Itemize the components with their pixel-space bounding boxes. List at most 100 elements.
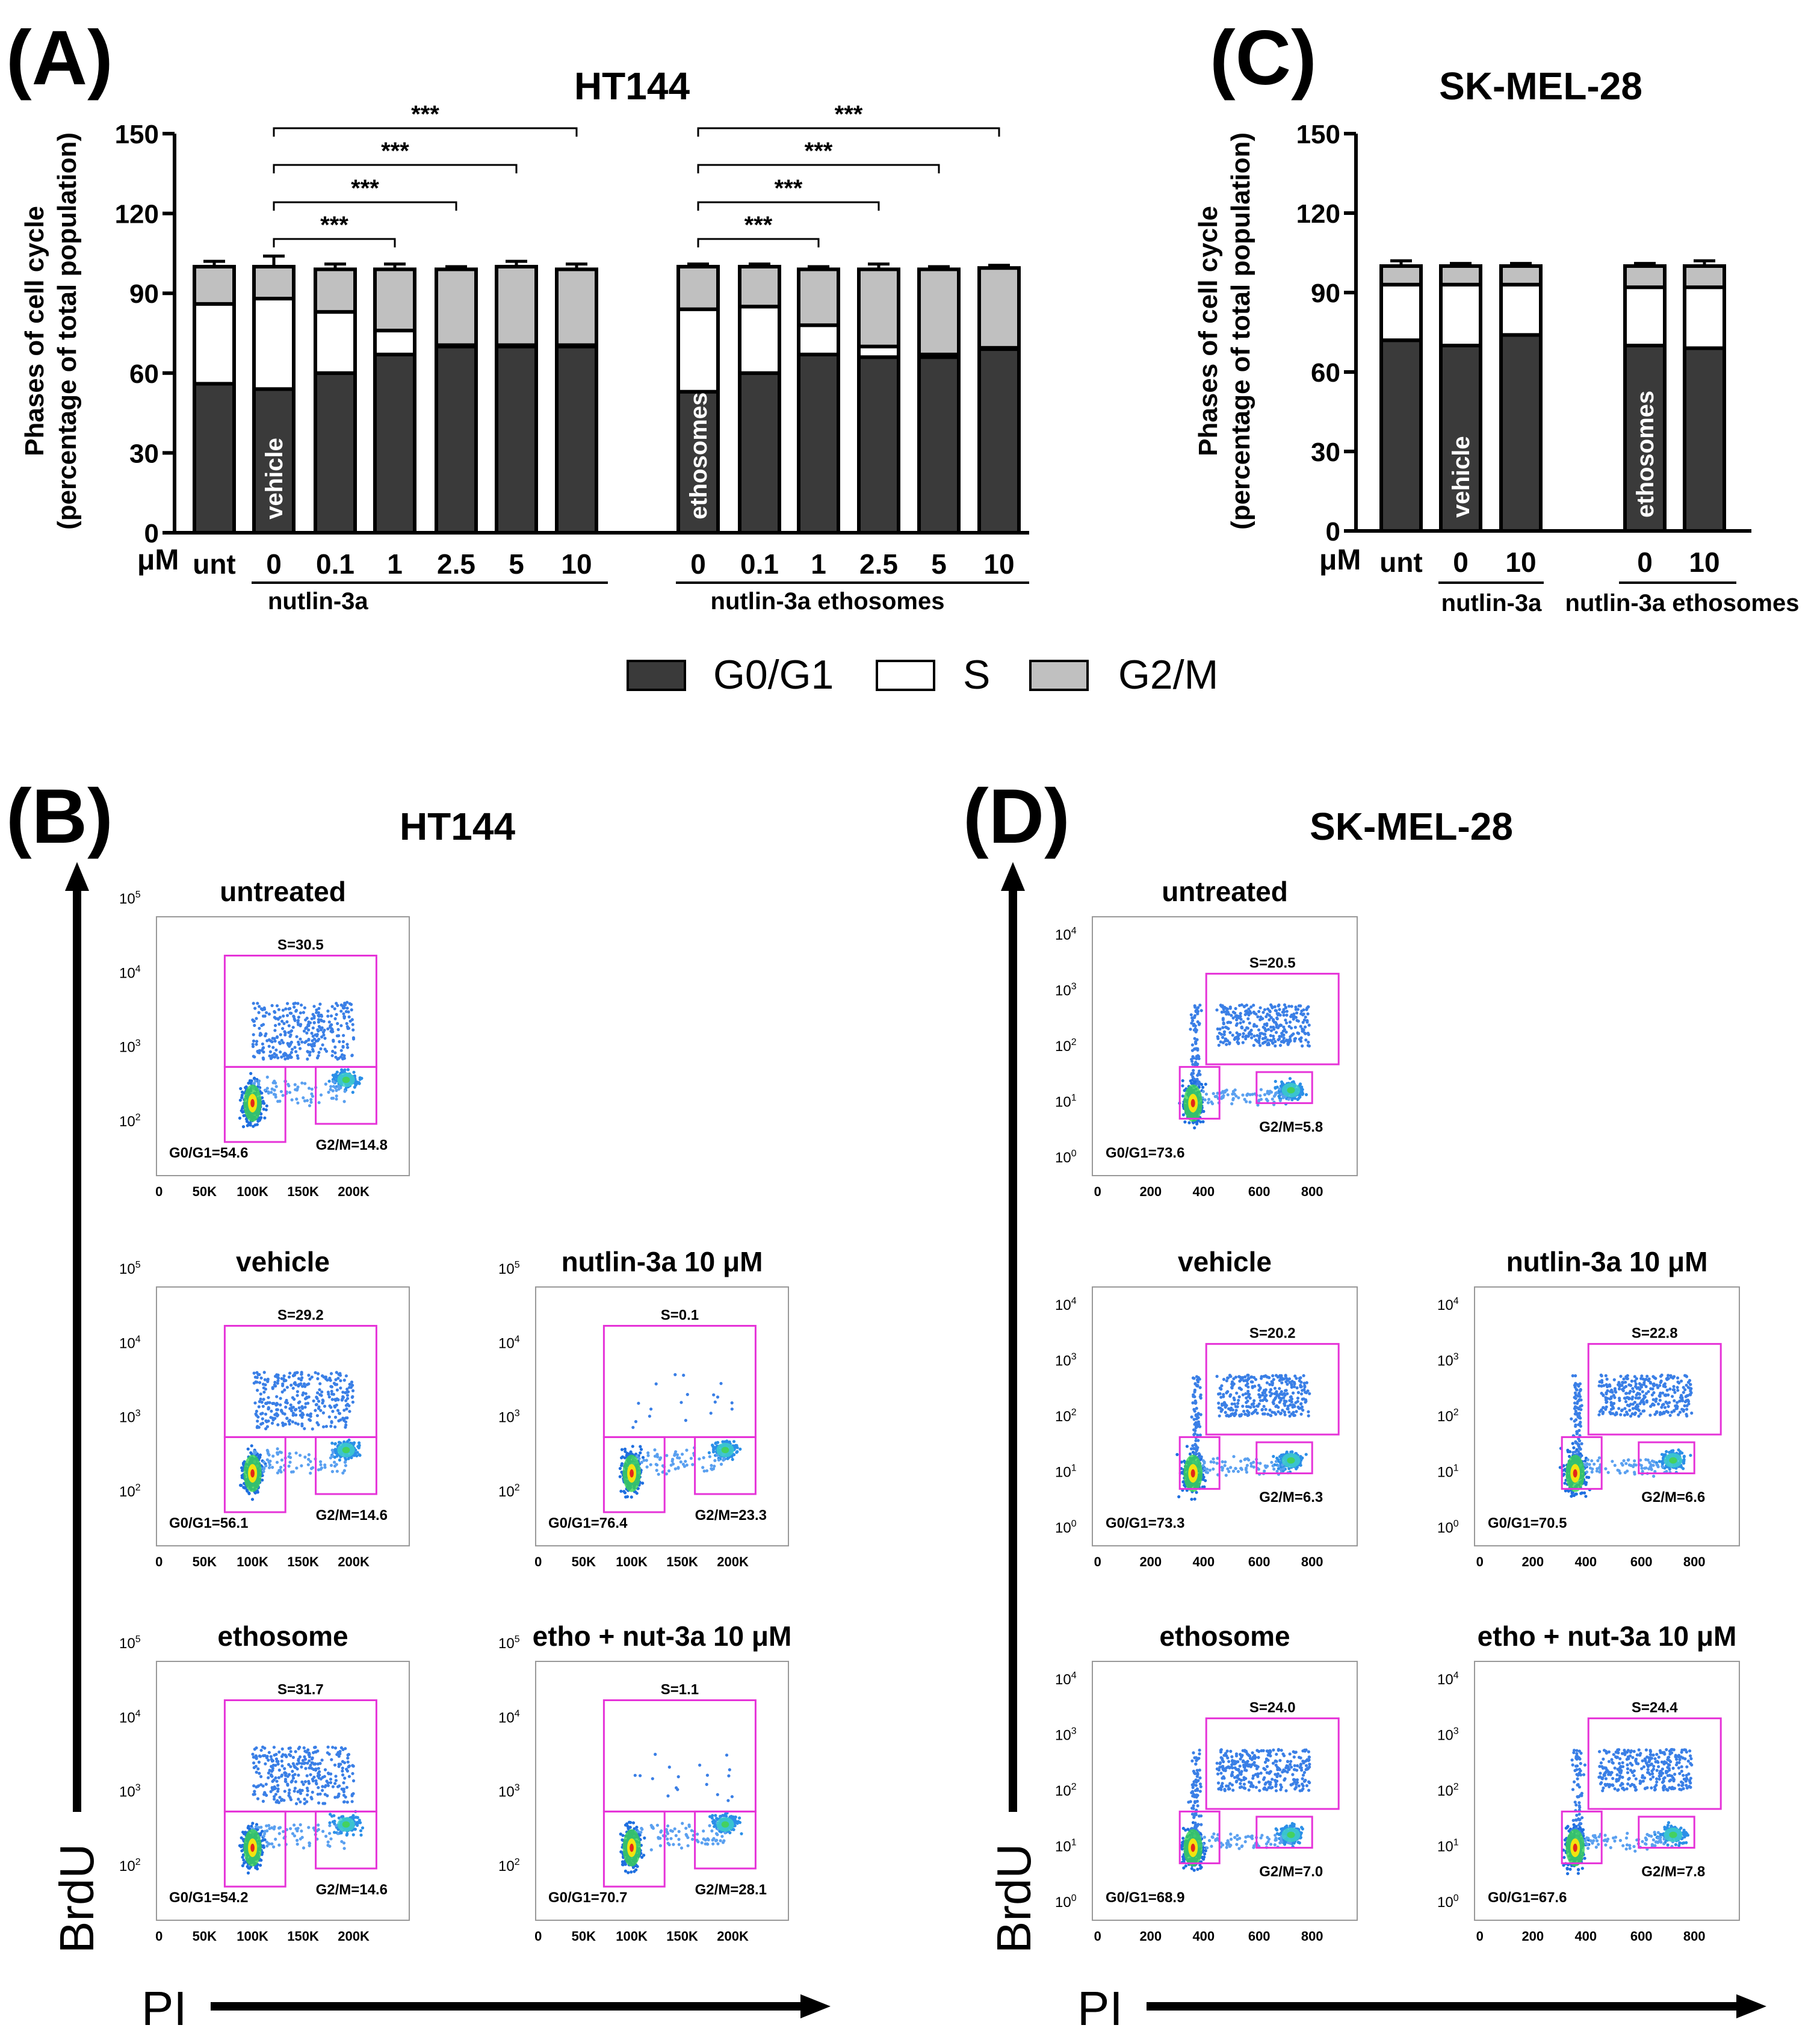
panel-b-event-dot <box>687 1825 691 1828</box>
chart-c-x-tick-label: unt <box>1379 547 1423 578</box>
panel-b-event-dot <box>713 1465 716 1468</box>
panel-b-event-dot <box>291 1396 294 1400</box>
panel-b-event-dot <box>274 1752 278 1757</box>
panel-b-event-dot <box>618 1466 622 1471</box>
panel-b-event-dot <box>717 1458 720 1462</box>
chart-c-bar-S-1 <box>1439 282 1482 347</box>
panel-b-event-dot <box>311 1026 315 1030</box>
panel-d-event-dot <box>1181 1084 1184 1088</box>
panel-b-event-dot <box>343 1776 347 1780</box>
panel-b-event-dot <box>249 1071 253 1075</box>
panel-b-event-dot <box>665 1454 669 1457</box>
panel-b-event-dot <box>336 1795 339 1799</box>
panel-b-event-dot <box>281 1094 285 1097</box>
panel-b-event-dot <box>336 1750 340 1755</box>
panel-d-event-dot <box>1204 1093 1209 1096</box>
panel-b-event-dot <box>265 1840 268 1844</box>
panel-d-event-dot <box>1220 1010 1224 1014</box>
panel-b-event-dot <box>712 1819 716 1822</box>
panel-b-event-dot <box>262 1460 266 1464</box>
panel-b-event-dot <box>289 1383 293 1387</box>
chart-c-group-nutlin: nutlin-3a <box>1441 590 1542 616</box>
panel-b-x-tick-label: 200K <box>717 1929 749 1944</box>
panel-b-event-dot <box>323 1466 327 1469</box>
panel-b-event-dot <box>269 1056 273 1060</box>
panel-b-event-dot <box>730 1401 734 1405</box>
panel-b-event-dot <box>679 1401 683 1404</box>
panel-b-event-dot <box>267 1452 270 1456</box>
chart-c-bar-G2M-2 <box>1499 264 1543 287</box>
panel-b-event-dot <box>274 1053 278 1057</box>
panel-b-event-dot <box>321 1829 325 1833</box>
panel-b-event-dot <box>308 1053 312 1057</box>
panel-b-event-dot <box>333 1831 336 1834</box>
chart-a-x-tick-label: 2.5 <box>859 548 898 580</box>
panel-b-event-dot <box>291 1755 295 1760</box>
panel-b-event-dot <box>655 1469 658 1472</box>
panel-d-plot-frame <box>1092 1286 1358 1546</box>
panel-b-event-dot <box>334 1824 338 1828</box>
panel-b-event-dot <box>297 1377 301 1380</box>
panel-b-event-dot <box>345 1394 350 1397</box>
panel-b-event-dot <box>276 1413 280 1417</box>
chart-c-unit-label: μM <box>1319 544 1361 576</box>
panel-b-event-dot <box>317 1786 320 1790</box>
panel-b-event-dot <box>706 1843 710 1846</box>
panel-b-event-dot <box>288 1422 291 1426</box>
panel-b-event-dot <box>272 1845 276 1849</box>
panel-d-event-dot <box>1307 1023 1311 1027</box>
panel-b-event-dot <box>346 1068 350 1071</box>
chart-a-x-tick-label: 0.1 <box>740 548 779 580</box>
panel-b-event-dot <box>716 1793 719 1796</box>
panel-b-event-dot <box>330 1389 333 1393</box>
chart-c-ylabel-line1: Phases of cell cycle <box>1193 206 1223 456</box>
chart-a-y-tick-label: 60 <box>129 359 159 389</box>
panel-b-event-dot <box>677 1843 681 1846</box>
panel-b-event-dot <box>259 1755 262 1758</box>
panel-b-event-dot <box>252 1039 256 1043</box>
panel-b-event-dot <box>293 1083 297 1087</box>
chart-a-unit-label: μM <box>137 544 179 576</box>
panel-b-event-dot <box>296 1394 299 1397</box>
panel-d-event-dot <box>1274 1040 1277 1043</box>
panel-b-event-dot <box>639 1774 642 1778</box>
panel-b-event-dot <box>317 1801 321 1805</box>
panel-b-event-dot <box>673 1454 676 1457</box>
panel-d-event-dot <box>1196 1073 1199 1077</box>
panel-b-x-tick-label: 150K <box>666 1929 698 1944</box>
chart-a-significance-bracket <box>273 164 518 173</box>
panel-b-event-dot <box>305 1099 309 1102</box>
panel-b-event-dot <box>300 1835 304 1839</box>
panel-b-event-dot <box>296 1390 299 1394</box>
panel-d-event-dot <box>1293 1026 1297 1029</box>
panel-d-event-dot <box>1221 1090 1225 1093</box>
panel-b-y-tick-label: 103 <box>498 1409 520 1426</box>
panel-b-event-dot <box>306 1057 309 1061</box>
panel-d-event-dot <box>1235 1018 1239 1022</box>
panel-b-event-dot <box>242 1858 246 1862</box>
panel-b-event-dot <box>280 1390 284 1394</box>
panel-b-event-dot <box>351 1028 355 1032</box>
chart-a-ylabel: Phases of cell cycle (percentage of tota… <box>20 132 82 530</box>
panel-b-event-dot <box>273 1380 277 1384</box>
panel-b-event-dot <box>259 1864 262 1867</box>
panel-b-event-dot <box>670 1829 674 1833</box>
panel-b-event-dot <box>265 1824 268 1828</box>
panel-d-event-dot <box>1259 1015 1263 1019</box>
panel-b-event-dot <box>310 1761 314 1764</box>
panel-b-event-dot <box>347 1457 350 1460</box>
panel-b-event-dot <box>255 1371 259 1374</box>
panel-b-event-dot <box>740 1832 743 1835</box>
panel-b-event-dot <box>323 1775 326 1778</box>
panel-d-event-dot <box>1195 1009 1198 1013</box>
panel-b-event-dot <box>270 1421 274 1425</box>
panel-b-event-dot <box>255 1746 258 1750</box>
panel-b-event-dot <box>262 1057 265 1061</box>
panel-b-event-dot <box>314 1371 317 1374</box>
panel-d-event-dot <box>1277 1012 1280 1016</box>
panel-b-event-dot <box>308 1841 312 1845</box>
panel-b-event-dot <box>333 1007 336 1011</box>
panel-b-event-dot <box>351 1772 354 1775</box>
panel-d-gate-label-s: S=20.5 <box>1249 955 1296 972</box>
